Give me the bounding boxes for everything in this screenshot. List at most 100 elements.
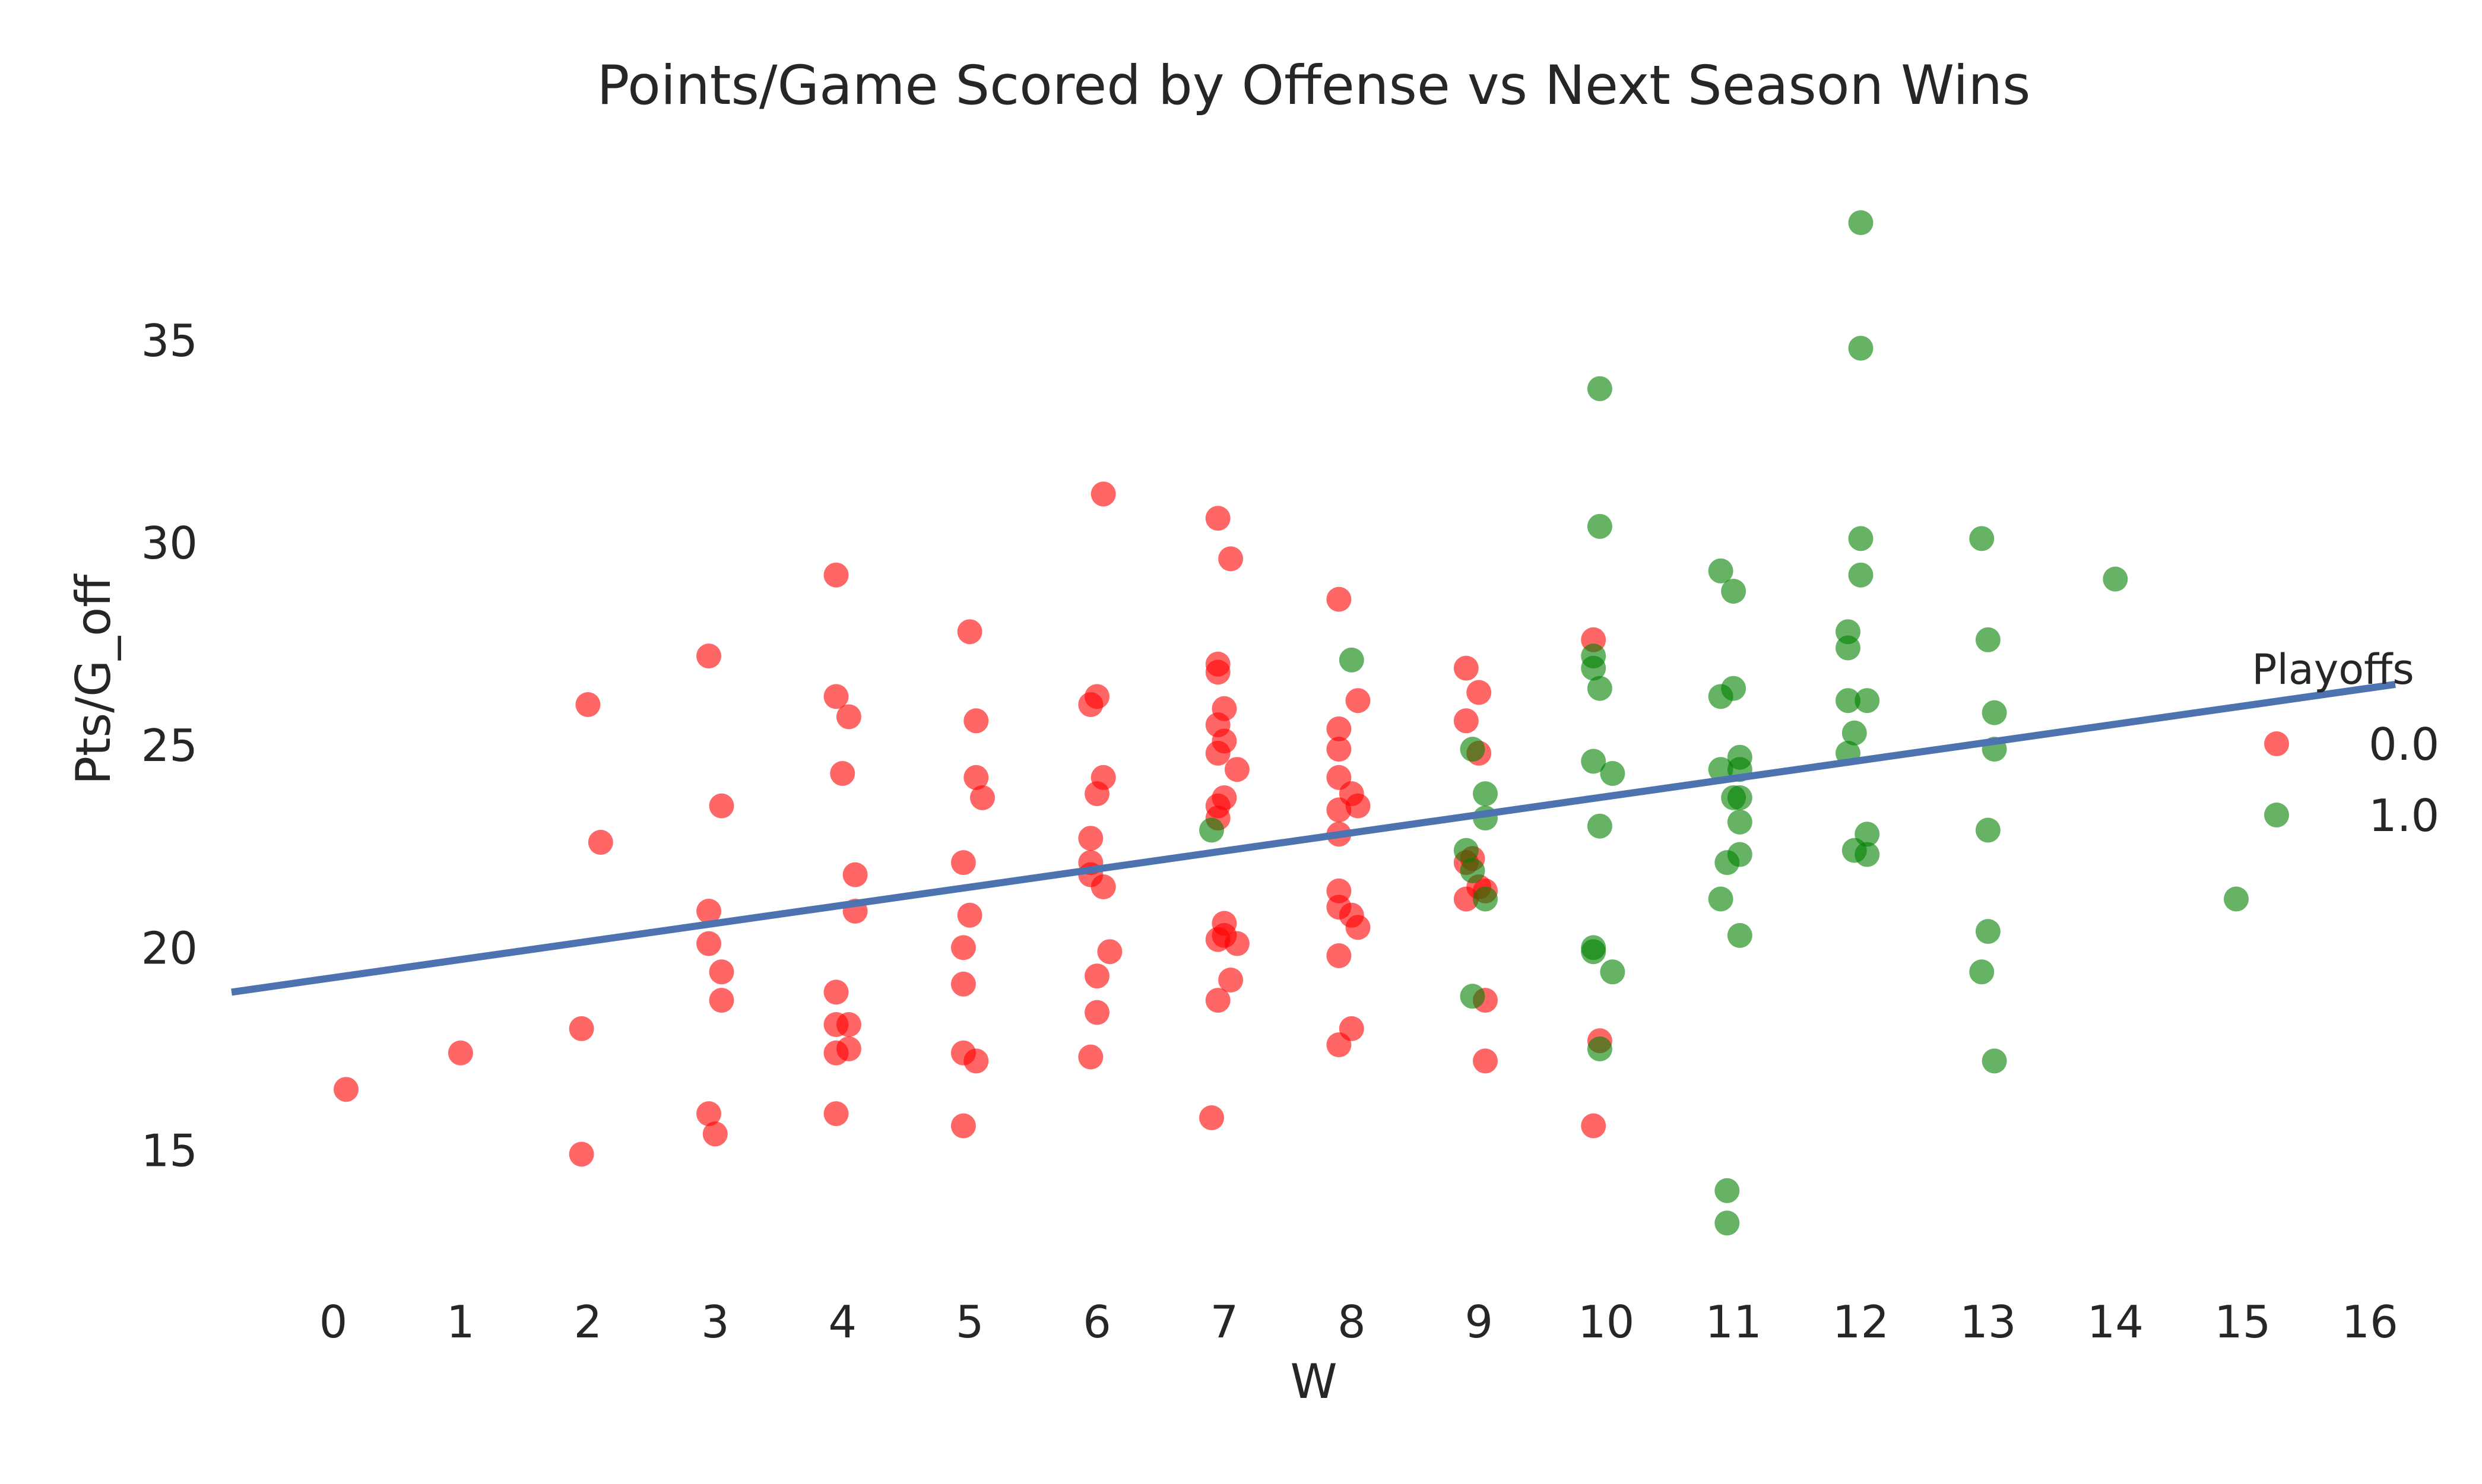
scatter-point-playoffs-0-0 [823,979,849,1005]
scatter-point-playoffs-0-0 [1581,1113,1606,1139]
scatter-point-playoffs-1-0 [1727,785,1752,810]
scatter-point-playoffs-1-0 [2224,886,2249,912]
scatter-point-playoffs-1-0 [1199,817,1224,843]
scatter-point-playoffs-0-0 [1453,708,1479,734]
scatter-point-playoffs-0-0 [830,761,855,786]
scatter-point-playoffs-0-0 [1466,680,1492,705]
scatter-point-playoffs-1-0 [1714,850,1740,876]
scatter-point-playoffs-1-0 [2103,566,2128,592]
scatter-point-playoffs-0-0 [1097,939,1123,965]
scatter-point-playoffs-1-0 [1473,886,1498,912]
scatter-point-playoffs-0-0 [1205,740,1231,766]
scatter-point-playoffs-1-0 [1339,647,1364,673]
scatter-point-playoffs-0-0 [1453,886,1479,912]
scatter-point-playoffs-0-0 [696,931,721,956]
scatter-point-playoffs-0-0 [569,1141,594,1167]
scatter-point-playoffs-0-0 [696,643,721,669]
scatter-point-playoffs-0-0 [696,899,721,924]
scatter-point-playoffs-1-0 [1708,757,1733,782]
scatter-point-playoffs-0-0 [823,1101,849,1127]
scatter-point-playoffs-0-0 [588,830,613,855]
scatter-point-playoffs-1-0 [1836,635,1860,661]
x-tick-label: 8 [1337,1296,1366,1348]
chart-title: Points/Game Scored by Offense vs Next Se… [597,55,2031,117]
scatter-point-playoffs-1-0 [1581,655,1606,681]
scatter-point-playoffs-0-0 [1078,692,1104,717]
scatter-point-playoffs-1-0 [1836,688,1860,714]
scatter-point-playoffs-1-0 [1708,684,1733,709]
scatter-point-playoffs-1-0 [1975,817,2001,843]
x-tick-label: 14 [2087,1296,2144,1348]
x-tick-label: 2 [574,1296,603,1348]
y-tick-label: 20 [141,922,198,974]
scatter-point-playoffs-0-0 [709,959,734,985]
scatter-point-playoffs-1-0 [1975,919,2001,944]
scatter-point-playoffs-0-0 [957,619,982,645]
scatter-point-playoffs-0-0 [823,684,849,709]
scatter-point-playoffs-0-0 [1326,716,1352,741]
x-tick-label: 7 [1210,1296,1239,1348]
scatter-point-playoffs-0-0 [702,1121,728,1147]
scatter-point-playoffs-0-0 [1345,688,1371,714]
scatter-point-playoffs-0-0 [970,785,995,810]
y-tick-label: 15 [141,1125,198,1177]
x-tick-label: 16 [2341,1296,2398,1348]
y-tick-label: 35 [141,315,198,367]
x-tick-label: 15 [2214,1296,2271,1348]
scatter-point-playoffs-0-0 [1326,943,1352,968]
y-axis-label: Pts/G_off [66,573,121,785]
x-axis-label: W [1290,1354,1337,1409]
legend-marker-1-0 [2264,803,2289,827]
scatter-point-playoffs-0-0 [575,692,601,717]
scatter-point-playoffs-1-0 [1727,922,1752,948]
scatter-point-playoffs-1-0 [1714,1178,1740,1203]
scatter-point-playoffs-1-0 [1587,676,1612,701]
scatter-point-playoffs-1-0 [1848,562,1874,588]
markers-layer [334,210,2249,1236]
x-tick-label: 0 [319,1296,348,1348]
scatter-point-playoffs-1-0 [1587,1036,1612,1061]
scatter-point-playoffs-0-0 [1473,1048,1498,1074]
scatter-point-playoffs-1-0 [1714,1210,1740,1236]
scatter-point-playoffs-0-0 [1205,988,1231,1013]
scatter-point-playoffs-0-0 [448,1040,473,1066]
scatter-point-playoffs-1-0 [1587,813,1612,839]
scatter-point-playoffs-0-0 [1326,797,1352,823]
scatter-point-playoffs-0-0 [1091,481,1116,507]
x-tick-label: 4 [828,1296,857,1348]
scatter-point-playoffs-0-0 [950,850,976,876]
scatter-point-playoffs-1-0 [1460,984,1485,1009]
scatter-point-playoffs-1-0 [1581,749,1606,774]
scatter-point-playoffs-1-0 [1841,720,1867,746]
legend-label-0-0: 0.0 [2369,718,2439,770]
scatter-point-playoffs-1-0 [1855,822,1880,847]
x-tick-label: 13 [1960,1296,2016,1348]
y-tick-labels: 15 20 25 30 35 [141,315,198,1177]
scatter-point-playoffs-1-0 [1975,627,2001,652]
scatter-point-playoffs-1-0 [1453,838,1479,863]
scatter-point-playoffs-1-0 [1587,376,1612,401]
scatter-point-playoffs-1-0 [1581,939,1606,965]
scatter-point-playoffs-0-0 [836,1036,861,1061]
scatter-point-playoffs-0-0 [836,1012,861,1037]
scatter-point-playoffs-1-0 [1708,886,1733,912]
x-tick-label: 12 [1833,1296,1889,1348]
scatter-point-playoffs-1-0 [1855,842,1880,867]
legend: Playoffs 0.01.0 [2252,645,2439,842]
scatter-point-playoffs-0-0 [963,1048,989,1074]
scatter-point-playoffs-0-0 [842,862,868,887]
x-tick-label: 10 [1578,1296,1634,1348]
scatter-point-playoffs-1-0 [1848,526,1874,551]
scatter-point-playoffs-0-0 [1218,546,1244,572]
scatter-point-playoffs-0-0 [1224,931,1250,956]
scatter-point-playoffs-0-0 [1199,1105,1224,1130]
scatter-point-playoffs-0-0 [1453,655,1479,681]
x-tick-labels: 0 1 2 3 4 5 6 7 8 9 10 11 12 13 14 15 16 [319,1296,2398,1348]
scatter-point-playoffs-0-0 [963,765,989,790]
scatter-point-playoffs-0-0 [1085,963,1110,989]
scatter-point-playoffs-0-0 [1218,968,1244,992]
scatter-point-playoffs-0-0 [950,971,976,997]
scatter-point-playoffs-0-0 [569,1016,594,1041]
legend-label-1-0: 1.0 [2369,789,2439,842]
